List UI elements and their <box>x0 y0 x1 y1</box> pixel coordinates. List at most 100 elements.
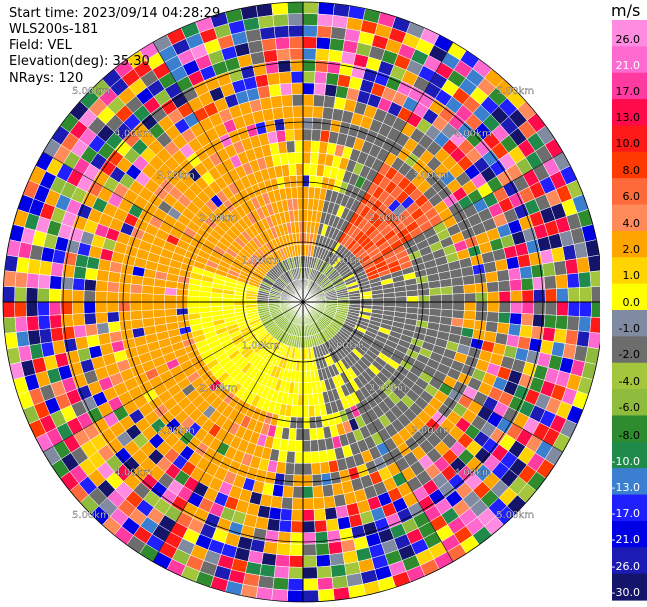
radar-gate <box>325 72 340 86</box>
radar-gate <box>198 296 212 303</box>
radar-gate <box>406 301 419 309</box>
radar-gate <box>84 267 99 281</box>
radar-gate <box>285 450 296 464</box>
radar-gate <box>318 449 329 463</box>
radar-gate <box>293 209 300 222</box>
radar-gate <box>463 310 477 321</box>
radar-gate <box>333 493 347 508</box>
radar-gate <box>429 294 442 303</box>
colorbar-swatch <box>612 573 647 601</box>
radar-gate <box>311 117 323 131</box>
colorbar-swatch <box>612 72 647 100</box>
colorbar-tick-label: -2.0 <box>619 348 640 361</box>
colorbar-swatch <box>612 441 647 469</box>
radar-gate <box>273 25 290 39</box>
radar-gate <box>141 301 154 311</box>
radar-gate <box>302 382 309 395</box>
radar-gate <box>313 496 325 510</box>
radar-gate <box>498 290 511 303</box>
radar-gate <box>302 128 313 141</box>
colorbar-swatch <box>612 99 647 127</box>
radar-gate <box>71 301 85 315</box>
radar-gate <box>530 325 545 341</box>
colorbar-tick-label: -13.0 <box>612 481 640 494</box>
radar-gate <box>302 186 310 199</box>
colorbar-tick-label: -26.0 <box>612 560 640 573</box>
radar-gate <box>302 428 311 441</box>
radar-gate <box>520 277 534 291</box>
radar-gate <box>187 307 200 315</box>
radar-gate <box>60 313 74 328</box>
radar-gate <box>283 473 295 487</box>
radar-gate <box>293 474 304 487</box>
colorbar-swatch <box>612 257 647 285</box>
radar-gate <box>428 287 442 296</box>
radar-gate <box>302 163 311 176</box>
radar-gate <box>519 265 533 280</box>
radar-gate <box>279 152 289 166</box>
radar-gate <box>578 316 592 333</box>
radar-gate <box>463 283 477 294</box>
radar-gate <box>533 301 546 315</box>
radar-gate <box>165 315 178 324</box>
radar-gate <box>406 289 419 297</box>
radar-gate <box>277 141 288 155</box>
radar-gate <box>464 301 477 312</box>
radar-gate <box>521 289 535 303</box>
radar-gate <box>264 529 280 544</box>
field-label: Field: VEL <box>9 38 72 53</box>
colorbar-tick-label: -1.0 <box>619 322 640 335</box>
radar-gate <box>315 542 330 556</box>
radar-gate <box>317 438 327 452</box>
radar-gate <box>316 565 333 579</box>
radar-gate <box>83 290 96 303</box>
radar-gate <box>307 393 315 406</box>
colorbar-swatch <box>612 336 647 364</box>
radar-gate <box>109 330 123 344</box>
radar-gate <box>302 370 308 384</box>
radar-gate <box>287 578 304 591</box>
radar-gate <box>198 301 212 308</box>
radar-gate <box>152 293 165 303</box>
radar-gate <box>14 271 28 288</box>
radar-gate <box>296 174 304 188</box>
radar-gate <box>152 301 165 311</box>
radar-gate <box>295 163 304 176</box>
radar-gate <box>440 286 454 296</box>
radar-gate <box>312 485 324 499</box>
radar-gate <box>317 2 335 16</box>
radar-gate <box>164 308 178 317</box>
radar-gate <box>564 329 579 346</box>
radar-gate <box>302 24 318 38</box>
radar-gate <box>510 301 523 314</box>
radar-gate <box>324 506 338 521</box>
radar-gate <box>505 256 520 270</box>
nrays-label: NRays: 120 <box>9 71 84 86</box>
colorbar-tick-label: -8.0 <box>619 429 640 442</box>
range-ring-label: 1.00km <box>242 256 280 267</box>
radar-gate <box>50 262 64 277</box>
radar-gate <box>49 275 63 290</box>
radar-gate <box>314 519 328 533</box>
radar-gate <box>293 463 304 476</box>
radar-gate <box>556 301 569 317</box>
radar-gate <box>486 281 500 293</box>
radar-gate <box>48 301 62 316</box>
colorbar-swatch <box>612 230 647 258</box>
radar-gate <box>313 508 327 522</box>
radar-gate <box>579 301 592 318</box>
radar-gate <box>279 508 293 522</box>
radar-gate <box>498 301 511 314</box>
radar-gate <box>302 359 307 372</box>
radar-gate <box>360 298 373 303</box>
radar-gate <box>129 301 142 312</box>
radar-gate <box>60 276 74 291</box>
radar-gate <box>50 327 64 342</box>
radar-gate <box>299 232 304 245</box>
colorbar-swatch <box>612 389 647 417</box>
radar-gate <box>288 566 304 580</box>
radar-gate <box>302 566 318 580</box>
radar-gate <box>83 301 96 314</box>
radar-gate <box>302 393 309 407</box>
radar-gate <box>176 307 189 316</box>
